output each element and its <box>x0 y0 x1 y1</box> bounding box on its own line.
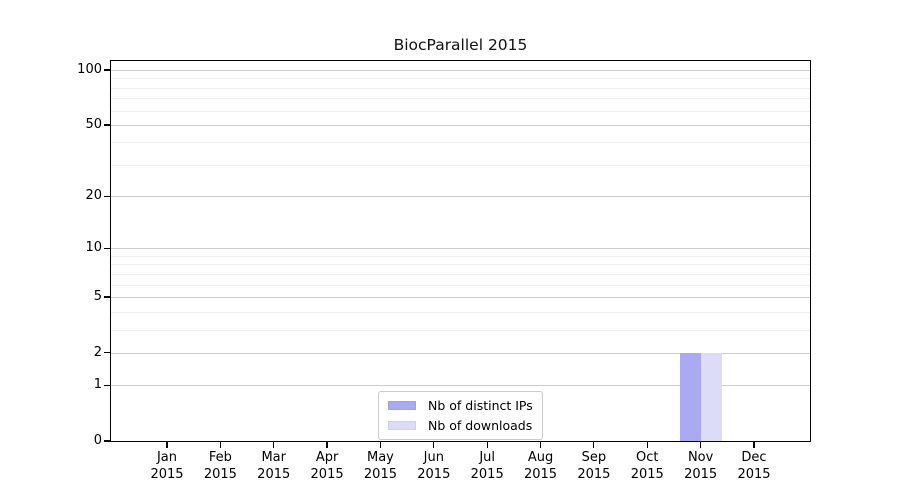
x-tick-month: Jul <box>479 450 496 465</box>
x-axis-tick-label: Aug 2015 <box>509 450 573 483</box>
x-tick-mark <box>219 442 221 448</box>
legend-label-downloads: Nb of downloads <box>428 418 533 433</box>
gridline-minor <box>111 87 810 89</box>
x-tick-year: 2015 <box>684 466 718 482</box>
y-axis-tick-label: 2 <box>93 344 102 360</box>
chart-title: BiocParallel 2015 <box>393 36 528 54</box>
x-axis-tick-label: Jan 2015 <box>135 450 199 483</box>
x-tick-mark <box>753 442 755 448</box>
x-tick-mark <box>539 442 542 448</box>
x-axis-tick-label: Apr 2015 <box>295 450 359 483</box>
y-axis-tick-label: 100 <box>77 62 102 77</box>
gridline-minor <box>111 273 810 275</box>
x-tick-year: 2015 <box>257 466 291 482</box>
legend-label-distinct-ips: Nb of distinct IPs <box>428 398 533 413</box>
x-tick-month: Oct <box>636 450 659 465</box>
x-axis-tick-label: Oct 2015 <box>615 450 679 483</box>
x-tick-year: 2015 <box>630 466 664 482</box>
y-tick-mark <box>104 124 110 126</box>
x-tick-month: Apr <box>315 450 339 465</box>
x-tick-month: Mar <box>261 450 286 465</box>
y-tick-mark <box>104 440 110 442</box>
gridline-major <box>111 70 810 71</box>
y-tick-mark <box>104 247 110 249</box>
gridline-minor <box>111 164 810 166</box>
x-tick-month: Feb <box>208 450 232 465</box>
x-tick-month: May <box>367 450 394 465</box>
legend-swatch-downloads <box>388 421 416 430</box>
x-tick-year: 2015 <box>150 466 184 482</box>
bar-downloads <box>700 352 722 441</box>
legend-item-distinct-ips: Nb of distinct IPs <box>388 398 533 413</box>
y-tick-mark <box>104 384 110 386</box>
x-axis-tick-label: Jul 2015 <box>455 450 519 483</box>
x-axis-tick-label: Nov 2015 <box>669 450 733 483</box>
x-tick-year: 2015 <box>417 466 451 482</box>
gridline-major <box>111 124 810 126</box>
legend: Nb of distinct IPs Nb of downloads <box>378 391 543 440</box>
x-tick-mark <box>379 442 382 448</box>
x-tick-year: 2015 <box>470 466 504 482</box>
x-tick-mark <box>593 442 595 448</box>
gridline-minor <box>111 78 810 80</box>
gridline-major <box>111 385 810 387</box>
gridline-minor <box>111 110 810 112</box>
x-tick-mark <box>273 442 275 448</box>
x-tick-year: 2015 <box>737 466 771 482</box>
gridline-minor <box>111 311 810 313</box>
y-axis-tick-label: 10 <box>85 240 102 256</box>
x-axis-tick-label: Jun 2015 <box>402 450 466 483</box>
x-tick-year: 2015 <box>310 466 344 482</box>
x-tick-year: 2015 <box>203 466 237 482</box>
x-tick-mark <box>646 442 648 448</box>
gridline-minor <box>111 284 810 286</box>
plot-area: Nb of distinct IPs Nb of downloads <box>110 60 811 442</box>
bar-distinct-ips <box>679 352 701 441</box>
y-axis-tick-label: 20 <box>85 188 102 204</box>
x-tick-month: Nov <box>687 450 714 465</box>
x-tick-year: 2015 <box>363 466 397 482</box>
gridline-minor <box>111 98 810 100</box>
x-tick-mark <box>700 442 702 448</box>
x-tick-mark <box>486 442 488 448</box>
x-tick-month: Sep <box>581 450 607 465</box>
x-tick-month: Jun <box>423 450 444 465</box>
gridline-major <box>111 296 810 298</box>
x-axis-tick-label: Feb 2015 <box>188 450 252 483</box>
gridline-major <box>111 248 810 250</box>
x-tick-month: Jan <box>156 450 178 465</box>
y-axis-tick-label: 1 <box>93 377 102 393</box>
y-axis-tick-label: 0 <box>93 433 102 448</box>
x-axis-tick-label: Sep 2015 <box>562 450 626 483</box>
legend-item-downloads: Nb of downloads <box>388 418 533 433</box>
x-tick-mark <box>166 442 168 448</box>
y-tick-mark <box>104 296 110 298</box>
x-tick-year: 2015 <box>577 466 611 482</box>
x-axis-tick-label: Mar 2015 <box>242 450 306 483</box>
legend-swatch-distinct-ips <box>388 401 416 410</box>
y-axis-tick-label: 50 <box>85 116 102 132</box>
gridline-minor <box>111 142 810 144</box>
gridline-minor <box>111 255 810 257</box>
x-tick-mark <box>326 442 328 448</box>
y-axis-tick-label: 5 <box>93 288 102 304</box>
gridline-minor <box>111 329 810 331</box>
x-tick-month: Dec <box>741 450 767 465</box>
gridline-major <box>111 352 810 354</box>
x-tick-year: 2015 <box>523 466 558 482</box>
y-tick-mark <box>104 195 110 197</box>
gridline-major <box>111 196 810 198</box>
x-tick-mark <box>433 442 435 448</box>
gridline-minor <box>111 264 810 266</box>
x-tick-month: Aug <box>527 450 554 465</box>
y-tick-mark <box>104 352 110 354</box>
y-tick-mark <box>104 69 110 71</box>
x-axis-tick-label: Dec 2015 <box>722 450 786 483</box>
x-axis-tick-label: May 2015 <box>348 450 412 483</box>
